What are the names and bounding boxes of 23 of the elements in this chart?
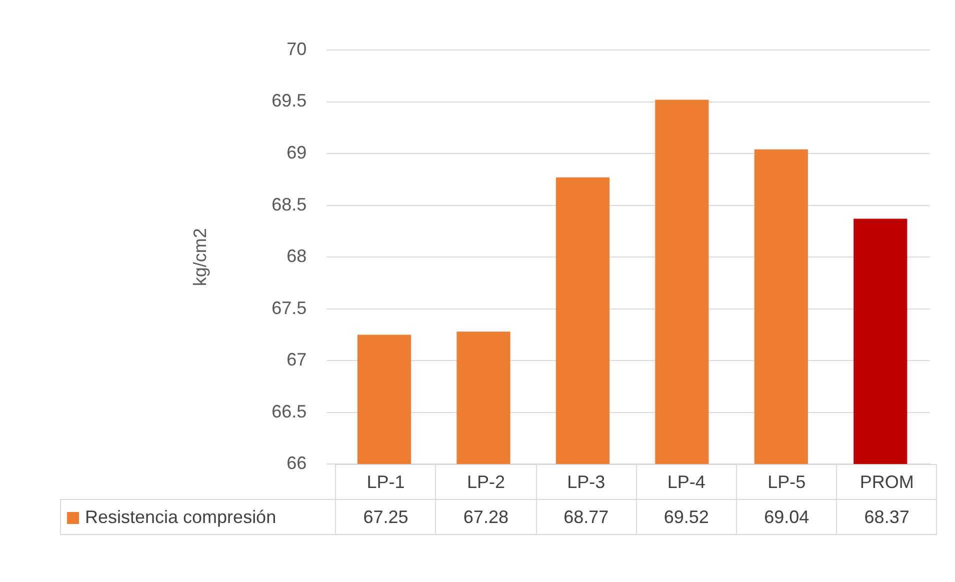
y-tick-label: 66 xyxy=(286,453,307,474)
y-tick-label: 68.5 xyxy=(272,194,307,214)
legend-label: Resistencia compresión xyxy=(60,500,336,535)
y-tick-label: 68 xyxy=(286,246,307,266)
x-tick-label: LP-2 xyxy=(436,464,536,500)
y-tick-label: 67.5 xyxy=(272,298,307,318)
data-label: 68.77 xyxy=(536,500,636,535)
data-label: 69.04 xyxy=(736,500,837,535)
y-tick-label: 70 xyxy=(286,38,307,59)
y-tick-label: 67 xyxy=(286,350,307,370)
x-tick-label: PROM xyxy=(836,464,937,500)
y-axis-title: kg/cm2 xyxy=(190,228,210,286)
data-label: 68.37 xyxy=(836,500,937,535)
x-tick-label: LP-5 xyxy=(736,464,837,500)
x-tick-label: LP-3 xyxy=(536,464,636,500)
y-tick-label: 69.5 xyxy=(272,90,307,111)
data-label: 67.25 xyxy=(336,500,436,535)
data-label: 67.28 xyxy=(436,500,536,535)
x-tick-label: LP-1 xyxy=(336,464,436,500)
y-tick-label: 66.5 xyxy=(272,401,307,422)
data-label: 69.52 xyxy=(636,500,736,535)
x-tick-label: LP-4 xyxy=(636,464,736,500)
y-tick-label: 69 xyxy=(286,142,307,163)
